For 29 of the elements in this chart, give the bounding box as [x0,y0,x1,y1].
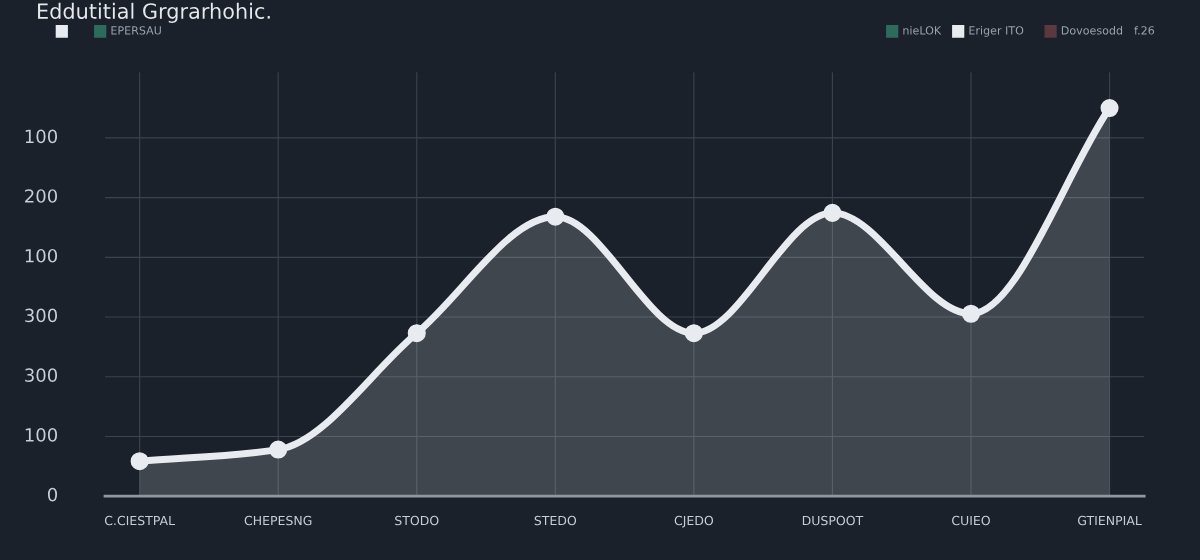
x-tick-label: STEDO [534,515,577,526]
text: 200 [25,189,58,203]
point [684,324,703,343]
text: 100 [25,248,58,263]
text: f.26 [1134,25,1155,35]
point [407,324,426,343]
x-tick-label: CUIEO [952,515,990,526]
text: Dovoesodd [1061,25,1123,35]
x-tick-label: CHEPESNG [244,515,312,526]
text: EPERSAU [111,26,161,35]
point [1100,99,1119,118]
text: 300 [25,368,58,382]
text: Eriger ITO [969,25,1024,37]
text: nieLOK [903,25,942,35]
point [269,440,288,459]
chart-title: Eddutitial Grgrarhohic. [38,2,270,23]
point [961,304,981,323]
text: 100 [25,428,58,442]
x-tick-label: DUSPOOT [802,515,864,526]
text: 100 [25,129,58,144]
x-tick-label: C.CIESTPAL [104,515,175,526]
point [130,452,149,471]
text: 300 [25,308,58,323]
x-tick-label: GTIENPIAL [1077,515,1142,526]
point [823,203,842,222]
text: 0 [47,487,58,502]
x-tick-label: CJEDO [674,515,714,528]
x-tick-label: STODO [395,515,439,526]
point [546,207,565,226]
